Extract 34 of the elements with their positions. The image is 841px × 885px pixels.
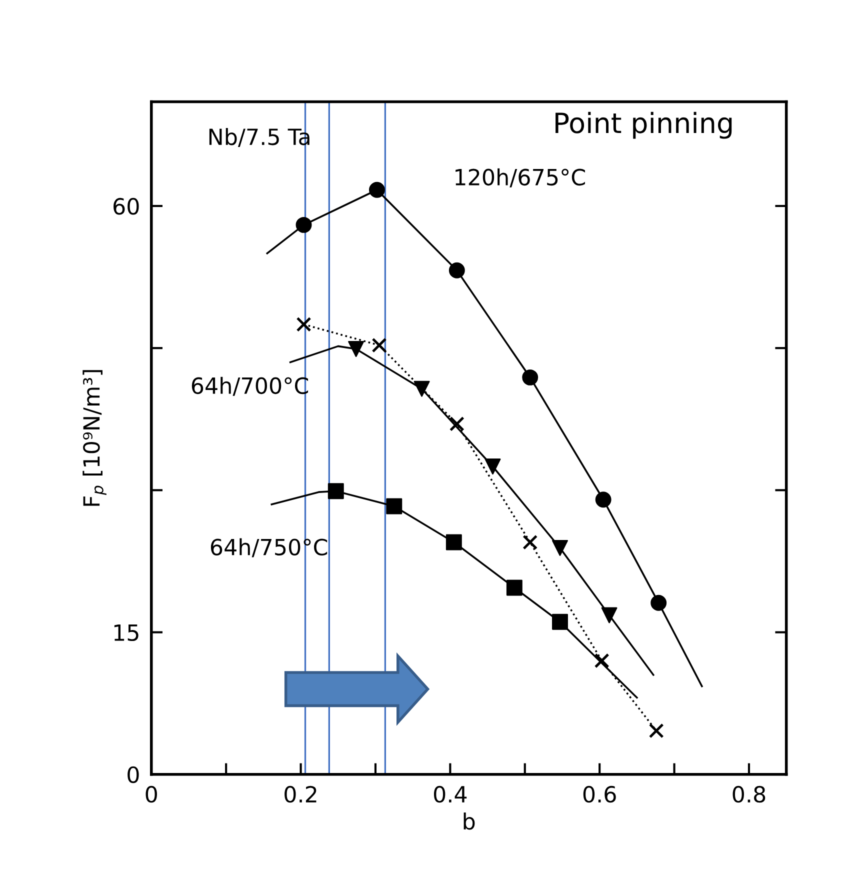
point xyxy=(328,483,344,500)
x-tick-label: 0.6 xyxy=(583,786,616,803)
point xyxy=(552,540,568,556)
x-tick-label: 0 xyxy=(146,786,157,803)
point xyxy=(595,492,612,508)
point xyxy=(594,653,610,668)
point xyxy=(601,607,618,624)
point xyxy=(372,338,387,353)
point xyxy=(449,416,464,432)
text: 120h/675°C xyxy=(456,168,585,188)
point xyxy=(552,614,568,630)
x-tick-label: 0.4 xyxy=(434,786,467,803)
x-axis-title: b xyxy=(464,812,475,830)
point xyxy=(650,594,667,611)
point xyxy=(522,369,538,386)
point xyxy=(506,580,522,596)
x-tick-label: 0.8 xyxy=(732,786,766,803)
point xyxy=(522,534,538,550)
point xyxy=(296,316,312,332)
point xyxy=(296,216,312,233)
point xyxy=(386,498,402,514)
point xyxy=(446,534,462,550)
x-tick-label: 0.2 xyxy=(284,786,316,803)
point xyxy=(648,723,664,738)
point xyxy=(484,458,501,474)
point xyxy=(348,341,364,358)
y-tick-label: 15 xyxy=(114,624,138,642)
point xyxy=(414,380,430,397)
y-axis-title: F$_{p}$ [10⁹N/m³] xyxy=(82,370,106,506)
point xyxy=(448,262,465,278)
y-tick-label: 0 xyxy=(128,766,139,784)
y-tick-label: 60 xyxy=(114,198,139,215)
point xyxy=(369,182,385,198)
annotation: Point pinning xyxy=(556,112,732,139)
